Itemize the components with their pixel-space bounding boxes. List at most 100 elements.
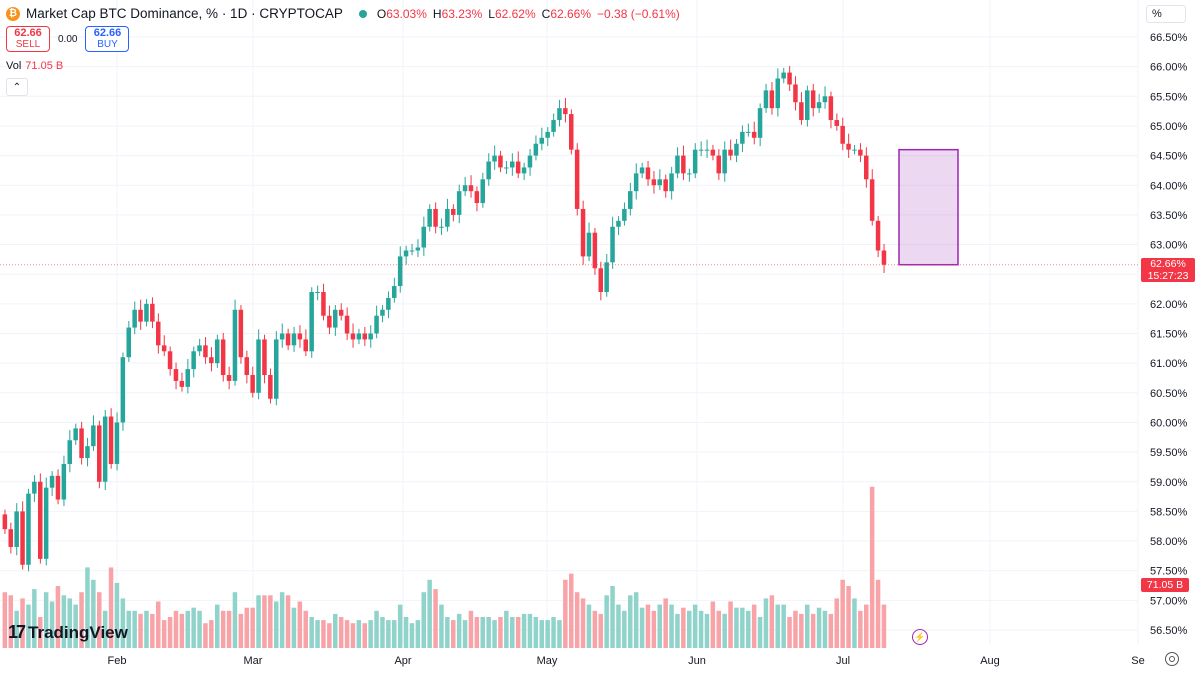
candle-body (698, 149, 704, 151)
candle-body (763, 90, 769, 109)
x-tick-label: Aug (980, 655, 1000, 667)
volume-bar (840, 579, 845, 648)
settings-gear-icon[interactable] (1165, 652, 1179, 666)
change-value: −0.38 (−0.61%) (597, 6, 680, 21)
candle-body (716, 155, 721, 174)
volume-bar (327, 623, 332, 648)
ohlc-values: O63.03% H63.23% L62.62% C62.66% −0.38 (−… (377, 7, 680, 21)
candle-body (622, 208, 627, 221)
volume-bar (362, 623, 367, 648)
candle-body (309, 291, 314, 352)
volume-bar (126, 610, 131, 648)
volume-bar (510, 617, 515, 648)
candle-body (669, 173, 674, 192)
candle-body (533, 143, 539, 156)
candle-body (675, 155, 680, 174)
volume-bar (515, 617, 521, 648)
volume-bar (746, 610, 751, 648)
volume-bar (610, 586, 615, 648)
volume-bar (498, 617, 503, 648)
collapse-legend-button[interactable]: ⌃ (6, 78, 28, 96)
volume-bar (592, 610, 598, 648)
volume-bar (445, 617, 450, 648)
volume-bar (480, 617, 485, 648)
volume-bar (244, 607, 249, 648)
volume-bar (822, 610, 828, 648)
volume-bar (828, 613, 834, 648)
lightning-event-icon[interactable]: ⚡ (912, 629, 928, 645)
symbol-title[interactable]: Market Cap BTC Dominance, % · 1D · CRYPT… (26, 6, 343, 21)
candle-body (256, 339, 261, 393)
volume-bar (226, 610, 232, 648)
x-tick-label: May (537, 655, 558, 667)
y-tick-label: 65.00% (1150, 121, 1188, 133)
volume-bar (38, 617, 43, 648)
candle-body (864, 155, 869, 180)
market-status-icon[interactable] (358, 9, 367, 18)
volume-bar (279, 592, 285, 648)
volume-bar (14, 610, 19, 648)
volume-bar (108, 567, 114, 648)
candle-body (775, 78, 780, 109)
volume-bar (751, 604, 757, 648)
tradingview-logo[interactable]: 17 TradingView (8, 622, 128, 643)
candle-body (14, 511, 19, 547)
candle-body (515, 161, 521, 174)
low-value: 62.62% (494, 6, 536, 21)
volume-bar (8, 595, 13, 648)
volume-bar (569, 573, 574, 648)
volume-bar (297, 601, 303, 648)
candle-body (126, 327, 131, 358)
candle-body (628, 191, 633, 209)
candle-body (356, 333, 362, 340)
candle-body (805, 90, 810, 121)
volume-bar (698, 610, 704, 648)
candle-body (268, 375, 273, 399)
y-tick-label: 66.50% (1150, 32, 1188, 44)
volume-bar (692, 604, 698, 648)
candle-body (392, 286, 397, 298)
volume-bar (563, 579, 568, 648)
buy-button[interactable]: 62.66 BUY (85, 26, 130, 52)
volume-bar (303, 610, 308, 648)
y-tick-label: 57.00% (1150, 595, 1188, 607)
candle-body (73, 428, 78, 441)
x-tick-label: Feb (108, 655, 127, 667)
y-tick-label: 56.50% (1150, 625, 1188, 637)
volume-bar (350, 623, 356, 648)
candle-body (374, 315, 379, 334)
candle-body (120, 357, 126, 423)
volume-bar (32, 589, 37, 648)
volume-bar (669, 604, 674, 648)
volume-bar (173, 610, 179, 648)
chart-legend-header: ₿ Market Cap BTC Dominance, % · 1D · CRY… (6, 6, 680, 21)
sell-button[interactable]: 62.66 SELL (6, 26, 50, 52)
tradingview-wordmark: TradingView (28, 622, 128, 642)
candle-body (220, 339, 226, 376)
scale-mode-button[interactable]: % (1146, 5, 1186, 23)
candle-body (852, 149, 857, 151)
highlight-rectangle (898, 148, 959, 266)
y-tick-label: 58.50% (1150, 506, 1188, 518)
volume-bar (433, 589, 438, 648)
candle-body (191, 351, 196, 370)
candle-body (875, 220, 881, 251)
candle-body (504, 167, 509, 169)
candle-body (498, 155, 503, 168)
buy-price: 62.66 (93, 27, 122, 39)
candle-body (521, 167, 527, 174)
candle-body (757, 108, 763, 138)
x-tick-label: Apr (394, 655, 411, 667)
volume-bar (716, 610, 721, 648)
volume-bar (763, 598, 769, 648)
candle-body (551, 120, 556, 132)
volume-bar (875, 579, 881, 648)
volume-bar (421, 592, 426, 648)
candle-body (144, 303, 149, 322)
volume-bar (681, 607, 686, 648)
y-tick-label: 64.50% (1150, 151, 1188, 163)
candle-body (574, 149, 580, 209)
volume-bar (504, 610, 509, 648)
candle-body (108, 416, 114, 464)
